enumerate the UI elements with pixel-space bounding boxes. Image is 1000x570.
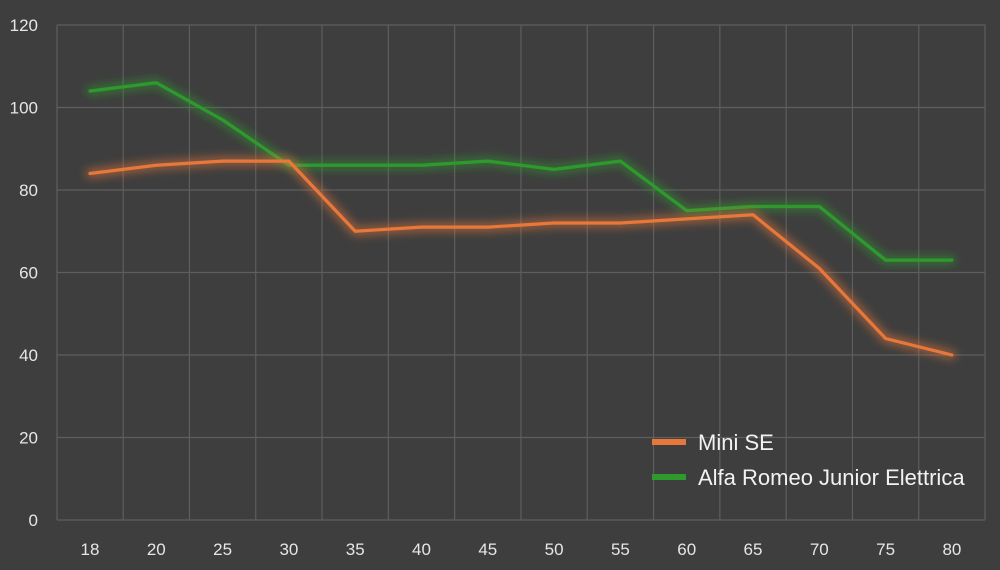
data-point bbox=[486, 225, 490, 229]
data-point bbox=[552, 221, 556, 225]
data-point bbox=[353, 163, 357, 167]
y-tick-label: 0 bbox=[29, 511, 38, 530]
y-tick-label: 80 bbox=[19, 181, 38, 200]
data-point bbox=[221, 159, 225, 163]
data-point bbox=[420, 225, 424, 229]
data-point bbox=[618, 159, 622, 163]
legend-label: Alfa Romeo Junior Elettrica bbox=[698, 465, 965, 490]
series-lines bbox=[85, 78, 957, 360]
data-point bbox=[221, 118, 225, 122]
data-point bbox=[287, 159, 291, 163]
data-point bbox=[618, 221, 622, 225]
y-tick-label: 20 bbox=[19, 429, 38, 448]
series-line bbox=[88, 81, 954, 262]
y-tick-label: 60 bbox=[19, 264, 38, 283]
data-point bbox=[154, 81, 158, 85]
data-point bbox=[88, 172, 92, 176]
data-point bbox=[353, 229, 357, 233]
x-tick-label: 55 bbox=[611, 540, 630, 559]
data-point bbox=[154, 163, 158, 167]
data-point bbox=[884, 258, 888, 262]
series-line bbox=[88, 159, 954, 357]
series-1 bbox=[85, 78, 957, 265]
x-tick-label: 20 bbox=[147, 540, 166, 559]
data-point bbox=[950, 353, 954, 357]
data-point bbox=[751, 205, 755, 209]
data-point bbox=[420, 163, 424, 167]
x-tick-label: 35 bbox=[346, 540, 365, 559]
data-point bbox=[486, 159, 490, 163]
x-tick-label: 75 bbox=[876, 540, 895, 559]
data-point bbox=[685, 209, 689, 213]
data-point bbox=[685, 217, 689, 221]
x-tick-label: 70 bbox=[810, 540, 829, 559]
y-tick-label: 100 bbox=[10, 99, 38, 118]
data-point bbox=[552, 167, 556, 171]
x-tick-label: 50 bbox=[545, 540, 564, 559]
data-point bbox=[751, 213, 755, 217]
data-point bbox=[884, 337, 888, 341]
data-point bbox=[817, 266, 821, 270]
y-axis-tick-labels: 0 20 40 60 80 100 120 bbox=[10, 16, 38, 530]
x-tick-label: 80 bbox=[942, 540, 961, 559]
x-tick-label: 65 bbox=[744, 540, 763, 559]
data-point bbox=[950, 258, 954, 262]
series-0 bbox=[85, 156, 957, 360]
x-tick-label: 40 bbox=[412, 540, 431, 559]
x-tick-label: 30 bbox=[279, 540, 298, 559]
y-tick-label: 120 bbox=[10, 16, 38, 35]
x-tick-label: 25 bbox=[213, 540, 232, 559]
data-point bbox=[88, 89, 92, 93]
x-tick-label: 18 bbox=[81, 540, 100, 559]
x-axis-tick-labels: 18 20 25 30 35 40 45 50 55 60 65 70 75 80 bbox=[81, 540, 962, 559]
grid bbox=[56, 24, 986, 521]
x-tick-label: 45 bbox=[478, 540, 497, 559]
y-tick-label: 40 bbox=[19, 346, 38, 365]
x-tick-label: 60 bbox=[677, 540, 696, 559]
legend-label: Mini SE bbox=[698, 430, 774, 455]
data-point bbox=[817, 205, 821, 209]
legend: Mini SE Alfa Romeo Junior Elettrica bbox=[652, 430, 965, 490]
